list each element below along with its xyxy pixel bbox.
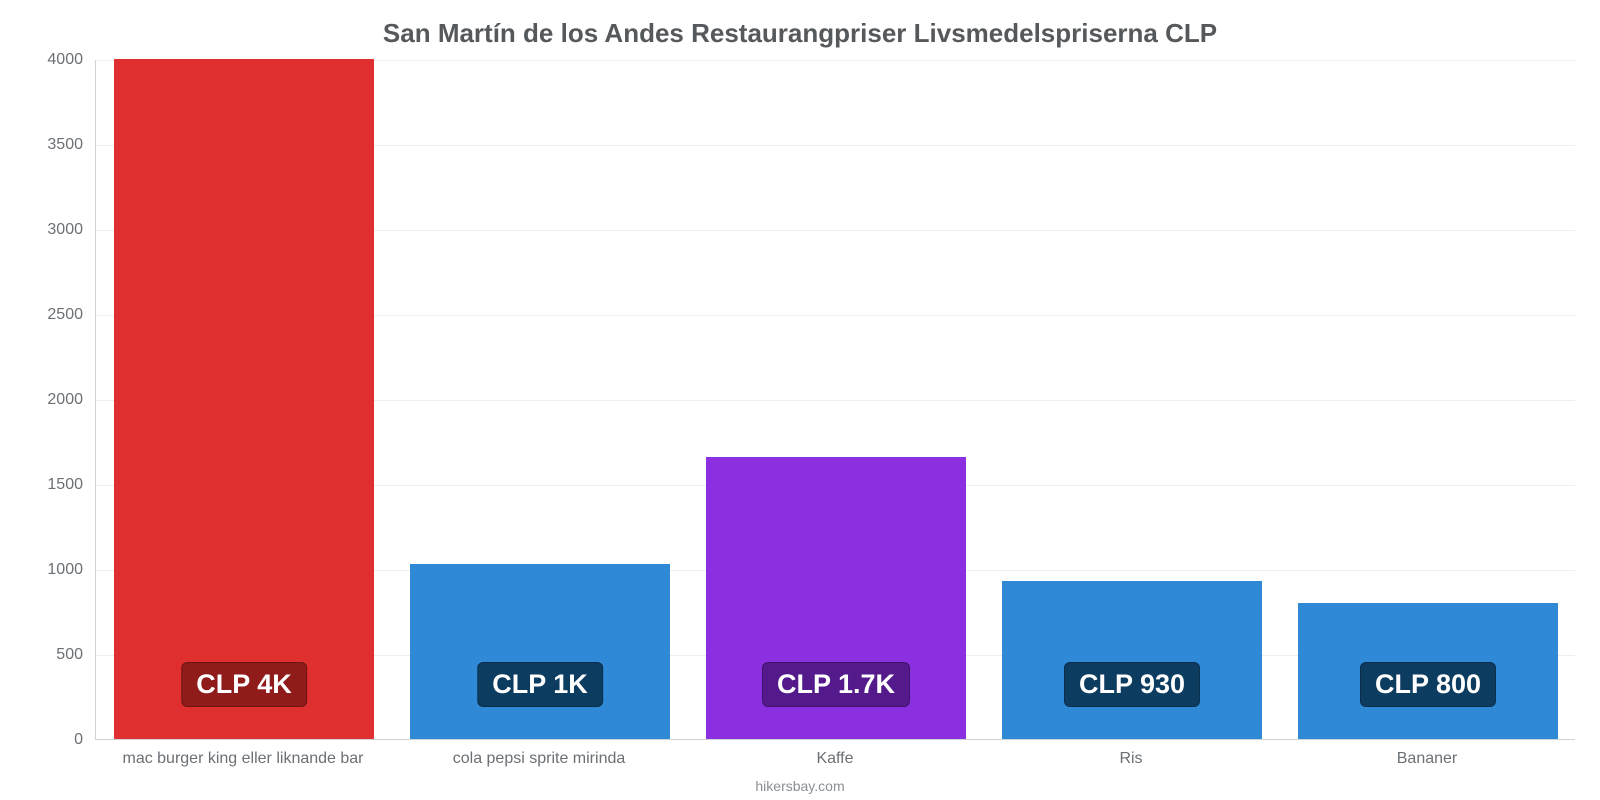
data-label-badge: CLP 1K <box>477 662 603 707</box>
chart-container: San Martín de los Andes Restaurangpriser… <box>0 0 1600 800</box>
bar: CLP 1K <box>410 564 670 739</box>
y-tick-label: 0 <box>0 731 83 749</box>
source-label: hikersbay.com <box>0 778 1600 794</box>
y-tick-label: 2000 <box>0 391 83 409</box>
x-tick-label: cola pepsi sprite mirinda <box>391 750 687 768</box>
data-label-badge: CLP 4K <box>181 662 307 707</box>
x-tick-label: Ris <box>983 750 1279 768</box>
chart-title: San Martín de los Andes Restaurangpriser… <box>0 18 1600 49</box>
y-tick-label: 500 <box>0 646 83 664</box>
data-label-badge: CLP 800 <box>1360 662 1496 707</box>
bars-layer: CLP 4K CLP 1K CLP 1.7K CLP 930 CLP 800 <box>96 60 1575 739</box>
x-tick-label: mac burger king eller liknande bar <box>95 750 391 768</box>
bar: CLP 4K <box>114 59 374 739</box>
y-tick-label: 3500 <box>0 136 83 154</box>
bar: CLP 800 <box>1298 603 1558 739</box>
x-tick-label: Kaffe <box>687 750 983 768</box>
y-tick-label: 2500 <box>0 306 83 324</box>
plot-area: CLP 4K CLP 1K CLP 1.7K CLP 930 CLP 800 <box>95 60 1575 740</box>
y-tick-label: 1000 <box>0 561 83 579</box>
bar: CLP 1.7K <box>706 457 966 739</box>
data-label-badge: CLP 1.7K <box>762 662 910 707</box>
x-tick-label: Bananer <box>1279 750 1575 768</box>
y-tick-label: 3000 <box>0 221 83 239</box>
y-tick-label: 1500 <box>0 476 83 494</box>
bar: CLP 930 <box>1002 581 1262 739</box>
data-label-badge: CLP 930 <box>1064 662 1200 707</box>
y-tick-label: 4000 <box>0 51 83 69</box>
